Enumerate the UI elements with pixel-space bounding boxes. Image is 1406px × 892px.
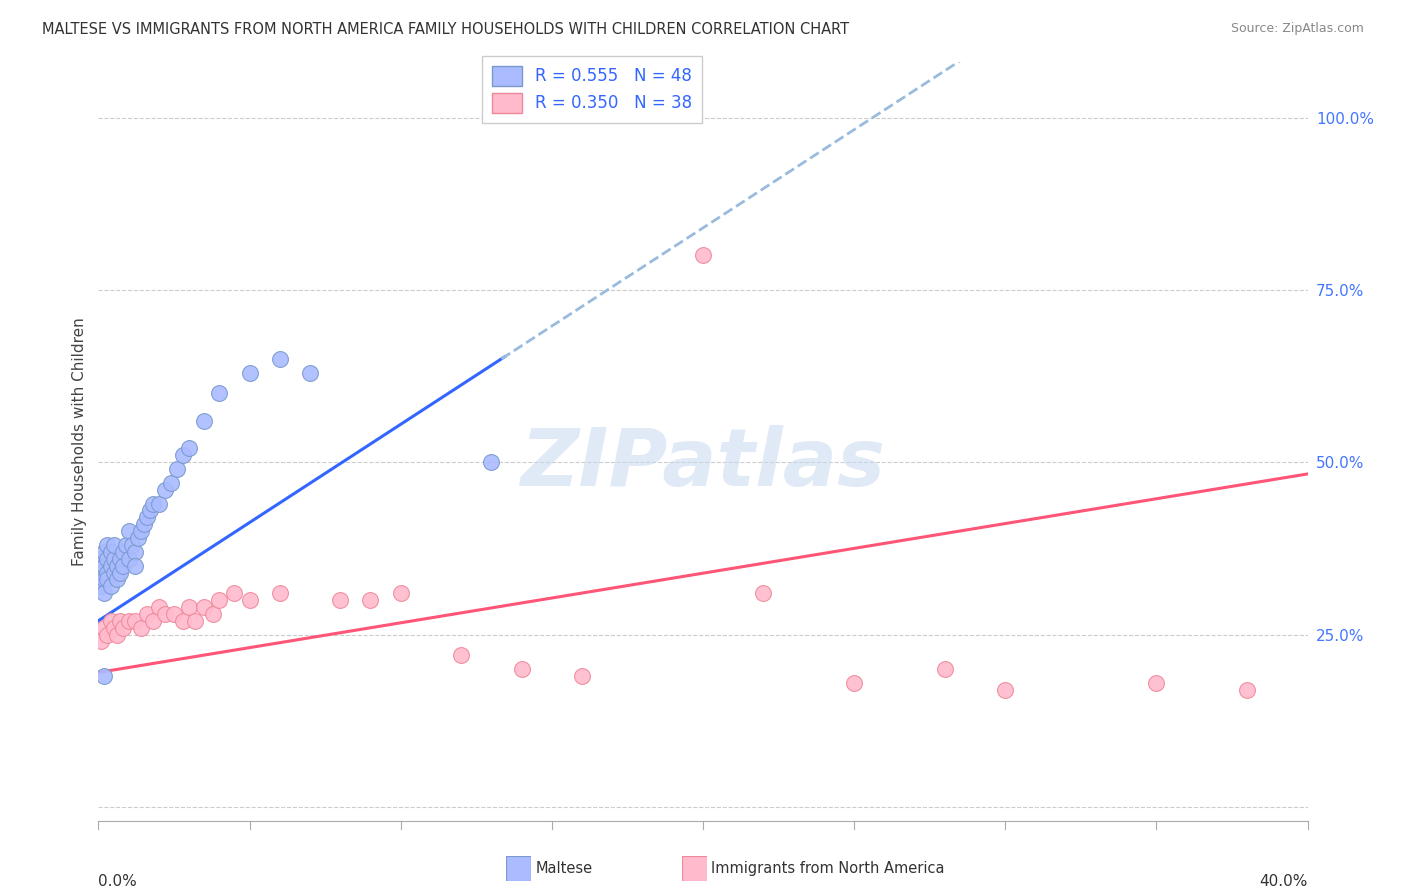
Point — [100, 545, 122, 559]
Point — [105, 627, 128, 641]
Point — [90, 551, 112, 566]
Point — [93, 586, 115, 600]
Text: ZIPatlas: ZIPatlas — [520, 425, 886, 503]
Point — [96, 538, 118, 552]
Point — [90, 566, 112, 580]
Point — [172, 614, 194, 628]
Point — [103, 538, 125, 552]
Point — [93, 669, 115, 683]
Point — [108, 551, 131, 566]
Point — [752, 586, 775, 600]
Point — [100, 579, 122, 593]
Point — [96, 627, 118, 641]
Point — [571, 669, 593, 683]
Point — [510, 662, 533, 676]
Point — [90, 579, 112, 593]
Point — [184, 614, 207, 628]
Point — [193, 414, 215, 428]
Point — [105, 573, 128, 587]
Point — [93, 558, 115, 573]
Text: 40.0%: 40.0% — [1260, 874, 1308, 888]
Point — [135, 510, 157, 524]
Point — [114, 538, 136, 552]
Point — [202, 607, 225, 621]
Point — [111, 545, 134, 559]
Point — [172, 448, 194, 462]
Point — [148, 497, 170, 511]
Point — [153, 607, 176, 621]
Point — [118, 524, 141, 538]
Point — [844, 675, 866, 690]
Text: Maltese: Maltese — [536, 862, 593, 876]
Point — [108, 566, 131, 580]
Point — [389, 586, 412, 600]
Point — [360, 593, 382, 607]
Point — [118, 614, 141, 628]
Point — [124, 558, 146, 573]
Point — [148, 599, 170, 614]
Point — [153, 483, 176, 497]
Point — [179, 599, 201, 614]
Point — [142, 497, 165, 511]
Point — [481, 455, 503, 469]
Point — [160, 475, 183, 490]
Point — [127, 531, 149, 545]
Point — [135, 607, 157, 621]
Point — [93, 573, 115, 587]
Legend: R = 0.555   N = 48, R = 0.350   N = 38: R = 0.555 N = 48, R = 0.350 N = 38 — [482, 55, 702, 123]
Point — [299, 366, 322, 380]
Y-axis label: Family Households with Children: Family Households with Children — [72, 318, 87, 566]
Point — [1236, 682, 1258, 697]
Point — [132, 517, 155, 532]
Point — [179, 442, 201, 456]
Point — [224, 586, 246, 600]
Point — [208, 593, 231, 607]
Point — [90, 634, 112, 648]
Point — [96, 551, 118, 566]
Point — [124, 545, 146, 559]
Point — [124, 614, 146, 628]
Point — [103, 566, 125, 580]
Point — [994, 682, 1017, 697]
Point — [208, 386, 231, 401]
Point — [100, 558, 122, 573]
Text: MALTESE VS IMMIGRANTS FROM NORTH AMERICA FAMILY HOUSEHOLDS WITH CHILDREN CORRELA: MALTESE VS IMMIGRANTS FROM NORTH AMERICA… — [42, 22, 849, 37]
Point — [105, 558, 128, 573]
Point — [142, 614, 165, 628]
Point — [129, 621, 152, 635]
Point — [121, 538, 143, 552]
Point — [239, 366, 262, 380]
Point — [269, 351, 291, 366]
Point — [692, 248, 714, 262]
Point — [96, 566, 118, 580]
Point — [93, 621, 115, 635]
Point — [450, 648, 472, 663]
Point — [166, 462, 188, 476]
Point — [129, 524, 152, 538]
Text: Immigrants from North America: Immigrants from North America — [711, 862, 945, 876]
Point — [108, 614, 131, 628]
Point — [163, 607, 186, 621]
Point — [934, 662, 956, 676]
Point — [193, 599, 215, 614]
Point — [103, 621, 125, 635]
Point — [118, 551, 141, 566]
Text: 0.0%: 0.0% — [98, 874, 138, 888]
Point — [139, 503, 162, 517]
Point — [103, 551, 125, 566]
Point — [111, 558, 134, 573]
Point — [100, 614, 122, 628]
Point — [239, 593, 262, 607]
Text: Source: ZipAtlas.com: Source: ZipAtlas.com — [1230, 22, 1364, 36]
Point — [93, 545, 115, 559]
Point — [1144, 675, 1167, 690]
Point — [96, 573, 118, 587]
Point — [269, 586, 291, 600]
Point — [111, 621, 134, 635]
Point — [329, 593, 352, 607]
